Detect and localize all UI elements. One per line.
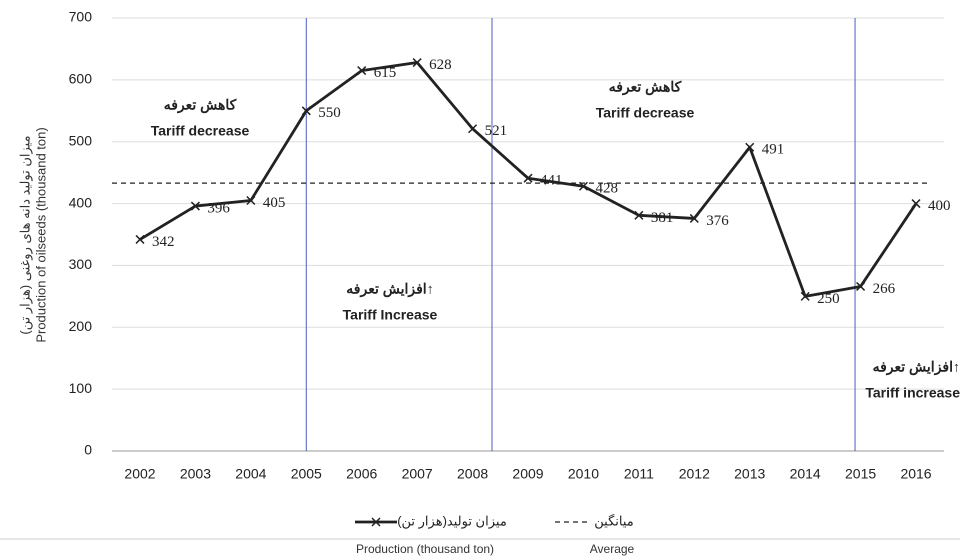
x-tick-label: 2009 bbox=[512, 466, 543, 482]
x-tick-label: 2014 bbox=[790, 466, 821, 482]
data-label: 396 bbox=[207, 200, 230, 216]
legend-label: میانگین bbox=[594, 513, 633, 529]
data-label: 615 bbox=[374, 65, 397, 81]
y-tick-label: 500 bbox=[69, 132, 93, 148]
data-label: 266 bbox=[873, 281, 896, 297]
x-tick-label: 2013 bbox=[734, 466, 765, 482]
marker bbox=[468, 124, 478, 134]
data-label: 405 bbox=[263, 195, 286, 211]
x-tick-label: 2012 bbox=[679, 466, 710, 482]
y-axis-title: میزان تولید دانه های روغنی (هزار تن) Pro… bbox=[17, 127, 48, 342]
marker bbox=[578, 181, 588, 191]
y-axis-label-fa: میزان تولید دانه های روغنی (هزار تن) bbox=[17, 135, 33, 334]
x-tick-label: 2005 bbox=[291, 466, 322, 482]
legend-label-en: Average bbox=[590, 542, 635, 556]
data-label: 491 bbox=[762, 142, 785, 158]
data-label: 400 bbox=[928, 198, 951, 214]
legend-label-en: Production (thousand ton) bbox=[356, 542, 494, 556]
marker bbox=[911, 199, 921, 209]
annotation-fa: کاهش تعرفه bbox=[609, 79, 682, 96]
data-label: 550 bbox=[318, 105, 341, 121]
data-label: 342 bbox=[152, 234, 175, 250]
annotation-en: Tariff increase bbox=[865, 385, 960, 401]
data-label: 521 bbox=[485, 123, 508, 139]
y-tick-label: 600 bbox=[69, 71, 93, 87]
y-tick-label: 300 bbox=[69, 256, 93, 272]
marker bbox=[301, 106, 311, 116]
y-axis-label-en: Production of oilseeds (thousand ton) bbox=[33, 127, 48, 342]
x-tick-label: 2008 bbox=[457, 466, 488, 482]
x-tick-label: 2015 bbox=[845, 466, 876, 482]
annotation-fa: کاهش تعرفه bbox=[164, 97, 237, 114]
data-label: 376 bbox=[706, 213, 729, 229]
y-tick-label: 0 bbox=[84, 442, 92, 458]
marker bbox=[357, 66, 367, 76]
marker bbox=[634, 210, 644, 220]
x-tick-label: 2016 bbox=[900, 466, 931, 482]
marker bbox=[246, 195, 256, 206]
x-tick-label: 2002 bbox=[124, 466, 155, 482]
data-label: 628 bbox=[429, 57, 452, 73]
data-label: 381 bbox=[651, 210, 674, 226]
marker bbox=[745, 142, 755, 152]
y-tick-label: 200 bbox=[69, 318, 93, 334]
data-label: 441 bbox=[540, 173, 563, 189]
annotation-fa: افزایش تعرفه↑ bbox=[873, 359, 960, 376]
x-tick-label: 2011 bbox=[624, 466, 654, 482]
marker bbox=[135, 234, 145, 244]
x-tick-label: 2004 bbox=[235, 466, 266, 482]
legend-label: میزان تولید(هزار تن) bbox=[397, 513, 507, 529]
annotation-en: Tariff decrease bbox=[151, 123, 250, 139]
y-tick-label: 700 bbox=[69, 9, 93, 25]
annotation-en: Tariff Increase bbox=[343, 307, 438, 323]
x-tick-label: 2003 bbox=[180, 466, 211, 482]
x-tick-label: 2010 bbox=[568, 466, 599, 482]
y-tick-label: 100 bbox=[69, 380, 93, 396]
marker bbox=[800, 291, 810, 301]
data-label: 250 bbox=[817, 291, 840, 307]
marker bbox=[856, 281, 866, 291]
data-label: 428 bbox=[595, 181, 618, 197]
annotation-fa: افزایش تعرفه↑ bbox=[346, 281, 433, 298]
marker bbox=[190, 201, 200, 211]
legend-marker bbox=[371, 517, 381, 527]
x-tick-label: 2006 bbox=[346, 466, 377, 482]
y-tick-label: 400 bbox=[69, 194, 93, 210]
x-tick-label: 2007 bbox=[402, 466, 433, 482]
marker bbox=[523, 173, 533, 183]
marker bbox=[412, 58, 422, 68]
marker bbox=[689, 213, 699, 223]
annotation-en: Tariff decrease bbox=[596, 105, 695, 121]
production-line bbox=[139, 61, 918, 298]
